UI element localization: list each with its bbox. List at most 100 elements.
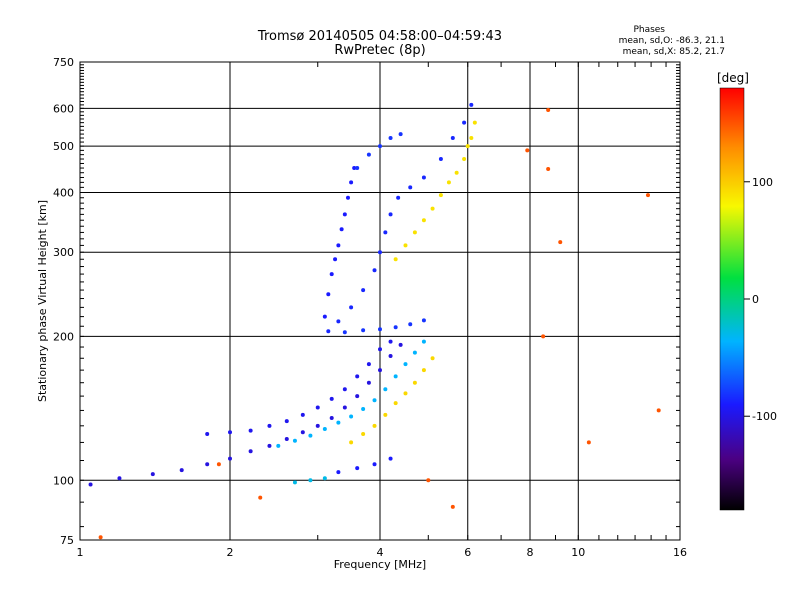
x-tick-label: 2: [227, 546, 234, 559]
data-point: [421, 318, 426, 323]
phases-x-stats: mean, sd,X: 85.2, 21.7: [623, 47, 725, 57]
data-point: [398, 342, 403, 347]
data-point: [355, 374, 360, 379]
data-point: [421, 339, 426, 344]
data-point: [366, 152, 371, 157]
data-point: [403, 391, 408, 396]
data-point: [372, 268, 377, 273]
x-tick-label: 16: [673, 546, 687, 559]
y-tick-label: 400: [53, 186, 74, 199]
data-point: [378, 144, 382, 149]
data-point: [322, 314, 327, 319]
data-point: [336, 420, 341, 425]
data-point: [258, 495, 263, 500]
phases-title: Phases: [633, 25, 665, 35]
data-point: [336, 319, 341, 324]
data-point: [205, 462, 210, 467]
y-tick-label: 600: [53, 102, 74, 115]
x-tick-label: 10: [571, 546, 585, 559]
data-point: [388, 353, 393, 358]
data-point: [426, 478, 431, 483]
data-point: [150, 472, 155, 477]
data-point: [300, 412, 305, 417]
data-point: [378, 327, 382, 332]
data-point: [383, 412, 388, 417]
data-point: [388, 136, 393, 141]
data-point: [342, 405, 347, 410]
data-point: [315, 423, 320, 428]
data-point: [248, 449, 253, 454]
data-point: [446, 180, 451, 185]
data-point: [326, 292, 331, 297]
data-point: [393, 374, 398, 379]
data-point: [98, 535, 103, 540]
data-point: [267, 423, 272, 428]
data-point: [349, 440, 354, 445]
data-point: [329, 396, 334, 401]
data-point: [179, 468, 184, 473]
colorbar-tick-label: 0: [752, 293, 759, 306]
data-point: [284, 419, 289, 424]
y-tick-label: 200: [53, 330, 74, 343]
data-point: [430, 356, 435, 361]
colorbar-ticks: 100 0 -100: [744, 176, 777, 423]
data-point: [308, 478, 313, 483]
data-point: [267, 443, 272, 448]
x-axis-label: Frequency [MHz]: [334, 558, 426, 571]
data-point: [355, 466, 360, 471]
data-point: [355, 394, 360, 399]
x-tick-label: 8: [527, 546, 534, 559]
x-tick-label: 1: [77, 546, 84, 559]
data-point: [248, 428, 253, 433]
data-point: [342, 212, 347, 217]
chart-subtitle: RwPretec (8p): [334, 43, 425, 58]
data-point: [525, 148, 530, 153]
data-point: [342, 387, 347, 392]
x-tick-label: 4: [377, 546, 384, 559]
data-point: [438, 157, 443, 162]
data-point: [430, 206, 435, 211]
data-point: [349, 305, 354, 310]
colorbar: [719, 87, 745, 511]
data-point: [329, 272, 334, 277]
data-point: [345, 195, 350, 200]
data-point: [366, 362, 371, 367]
data-points: [88, 102, 661, 540]
data-point: [383, 387, 388, 392]
data-point: [462, 120, 467, 125]
data-point: [361, 406, 366, 411]
grid: [80, 62, 680, 540]
data-point: [408, 185, 413, 190]
data-point: [541, 334, 546, 339]
data-point: [450, 136, 455, 141]
data-point: [349, 414, 354, 419]
data-point: [412, 350, 417, 355]
data-point: [216, 462, 221, 467]
y-tick-label: 100: [53, 474, 74, 487]
phases-o-stats: mean, sd,O: -86.3, 21.1: [619, 36, 725, 46]
data-point: [361, 288, 366, 293]
data-point: [372, 462, 377, 467]
data-point: [228, 456, 232, 461]
data-point: [656, 408, 661, 413]
y-tick-label: 750: [53, 56, 74, 69]
data-point: [383, 230, 388, 235]
data-point: [412, 230, 417, 235]
data-point: [322, 476, 327, 481]
data-point: [388, 456, 393, 461]
data-point: [228, 430, 232, 435]
data-point: [276, 443, 281, 448]
data-point: [388, 212, 393, 217]
data-point: [421, 175, 426, 180]
data-point: [393, 325, 398, 330]
data-point: [300, 430, 305, 435]
data-point: [355, 166, 360, 171]
data-point: [403, 243, 408, 248]
colorbar-tick-label: -100: [752, 410, 777, 423]
data-point: [393, 401, 398, 406]
data-point: [352, 166, 357, 171]
data-point: [336, 243, 341, 248]
data-point: [336, 470, 341, 475]
data-point: [315, 405, 320, 410]
data-point: [378, 347, 382, 352]
